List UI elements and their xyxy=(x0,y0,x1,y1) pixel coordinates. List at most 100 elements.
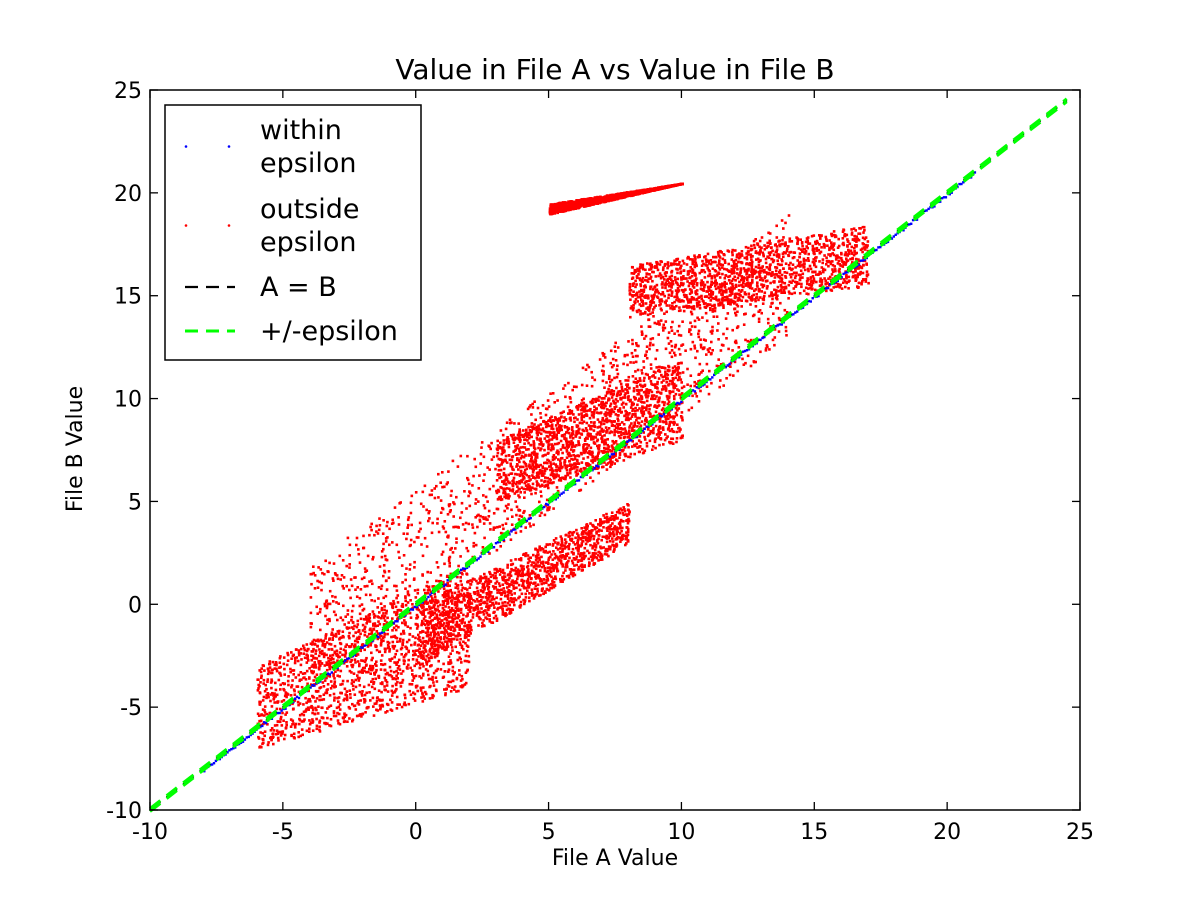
outside-epsilon-point-3785 xyxy=(616,516,619,520)
outside-epsilon-point-30 xyxy=(468,504,472,508)
outside-epsilon-point-3529 xyxy=(508,603,511,607)
outside-epsilon-point-4129 xyxy=(512,597,515,601)
outside-epsilon-point-767 xyxy=(339,578,342,581)
outside-epsilon-point-3548 xyxy=(416,644,420,647)
outside-epsilon-point-2043 xyxy=(363,693,367,697)
outside-epsilon-point-2691 xyxy=(279,688,282,691)
outside-epsilon-point-4034 xyxy=(458,595,461,598)
outside-epsilon-point-2515 xyxy=(284,713,287,716)
outside-epsilon-point-2113 xyxy=(323,664,327,667)
outside-epsilon-point-1399 xyxy=(777,316,781,320)
outside-epsilon-point-2468 xyxy=(328,675,332,678)
outside-epsilon-point-2166 xyxy=(383,685,386,688)
outside-epsilon-point-2501 xyxy=(408,632,411,636)
outside-epsilon-point-2644 xyxy=(395,663,398,666)
outside-epsilon-point-3813 xyxy=(446,593,450,597)
outside-epsilon-point-4543 xyxy=(643,406,646,409)
outside-epsilon-point-1072 xyxy=(320,588,323,592)
outside-epsilon-point-3826 xyxy=(418,631,422,634)
outside-epsilon-point-4457 xyxy=(537,446,540,450)
outside-epsilon-point-4769 xyxy=(610,408,614,411)
outside-epsilon-point-717 xyxy=(593,457,597,460)
outside-epsilon-point-1610 xyxy=(453,685,457,688)
outside-epsilon-point-174 xyxy=(429,571,432,574)
outside-epsilon-point-2086 xyxy=(421,674,425,677)
outside-epsilon-point-4275 xyxy=(614,398,618,401)
outside-epsilon-point-3034 xyxy=(487,590,491,593)
outside-epsilon-point-2332 xyxy=(259,731,262,734)
outside-epsilon-point-3082 xyxy=(430,624,434,627)
outside-epsilon-point-2317 xyxy=(454,586,457,589)
outside-epsilon-point-976 xyxy=(647,325,651,328)
outside-epsilon-point-1879 xyxy=(326,716,329,720)
outside-epsilon-point-135 xyxy=(627,375,631,379)
outside-epsilon-point-4811 xyxy=(611,446,615,450)
outside-epsilon-point-4181 xyxy=(505,604,508,608)
outside-epsilon-point-542 xyxy=(528,522,531,525)
outside-epsilon-point-3822 xyxy=(437,645,440,648)
outside-epsilon-point-685 xyxy=(702,347,706,350)
outside-epsilon-point-2430 xyxy=(388,658,391,661)
outside-epsilon-point-2489 xyxy=(304,710,307,713)
outside-epsilon-point-195 xyxy=(539,490,543,493)
outside-epsilon-point-3259 xyxy=(487,608,490,612)
outside-epsilon-point-1918 xyxy=(401,669,405,673)
outside-epsilon-point-1311 xyxy=(662,329,665,332)
outside-epsilon-point-1667 xyxy=(455,651,459,654)
outside-epsilon-point-4592 xyxy=(537,424,540,427)
outside-epsilon-point-4441 xyxy=(606,438,609,441)
outside-epsilon-point-1074 xyxy=(540,479,543,482)
outside-epsilon-point-3808 xyxy=(575,546,578,550)
outside-epsilon-point-1436 xyxy=(266,678,270,681)
outside-epsilon-point-2666 xyxy=(268,662,271,666)
outside-epsilon-point-2465 xyxy=(436,649,440,652)
outside-epsilon-point-451 xyxy=(718,385,721,389)
outside-epsilon-point-2727 xyxy=(332,661,335,664)
outside-epsilon-point-4940 xyxy=(593,425,597,429)
outside-epsilon-point-3238 xyxy=(506,597,510,600)
outside-epsilon-point-1739 xyxy=(258,669,261,672)
outside-epsilon-point-1895 xyxy=(308,676,311,679)
outside-epsilon-point-4917 xyxy=(645,395,648,399)
outside-epsilon-point-2282 xyxy=(298,722,301,726)
outside-epsilon-point-2645 xyxy=(302,703,305,706)
outside-epsilon-point-1692 xyxy=(370,658,373,662)
outside-epsilon-point-2554 xyxy=(372,622,375,626)
outside-epsilon-point-1098 xyxy=(660,408,664,412)
outside-epsilon-point-2435 xyxy=(372,628,376,631)
outside-epsilon-point-492 xyxy=(349,645,353,648)
outside-epsilon-point-3681 xyxy=(522,565,525,568)
outside-epsilon-point-587 xyxy=(674,384,678,387)
outside-epsilon-point-3054 xyxy=(562,571,565,575)
outside-epsilon-point-4517 xyxy=(543,469,547,473)
outside-epsilon-point-2807 xyxy=(476,589,480,593)
outside-epsilon-point-914 xyxy=(711,297,714,300)
outside-epsilon-point-4044 xyxy=(550,566,553,570)
outside-epsilon-point-2123 xyxy=(298,702,302,705)
outside-epsilon-point-1148 xyxy=(689,333,693,336)
outside-epsilon-point-3004 xyxy=(559,559,563,562)
outside-epsilon-point-4892 xyxy=(666,402,670,406)
outside-epsilon-point-916 xyxy=(515,513,518,517)
outside-epsilon-point-1442 xyxy=(413,699,417,702)
outside-epsilon-point-4147 xyxy=(500,593,503,596)
outside-epsilon-point-2579 xyxy=(418,638,422,642)
outside-epsilon-point-2470 xyxy=(436,631,440,634)
outside-epsilon-point-1371 xyxy=(578,489,581,492)
outside-epsilon-point-4309 xyxy=(567,443,571,446)
outside-epsilon-point-568 xyxy=(733,360,737,364)
outside-epsilon-point-3388 xyxy=(430,612,434,616)
outside-epsilon-point-4876 xyxy=(611,409,614,413)
outside-epsilon-point-4861 xyxy=(623,435,627,439)
outside-epsilon-point-231 xyxy=(650,397,653,401)
outside-epsilon-point-612 xyxy=(724,317,728,320)
outside-epsilon-point-96 xyxy=(406,526,409,529)
outside-epsilon-point-3098 xyxy=(426,630,430,634)
outside-epsilon-point-357 xyxy=(651,343,655,347)
outside-epsilon-point-4609 xyxy=(667,364,670,368)
outside-epsilon-point-3765 xyxy=(530,591,534,595)
outside-epsilon-point-2060 xyxy=(310,665,314,668)
outside-epsilon-point-2662 xyxy=(407,658,410,662)
outside-epsilon-point-4299 xyxy=(534,461,537,465)
outside-epsilon-point-1813 xyxy=(352,680,355,684)
